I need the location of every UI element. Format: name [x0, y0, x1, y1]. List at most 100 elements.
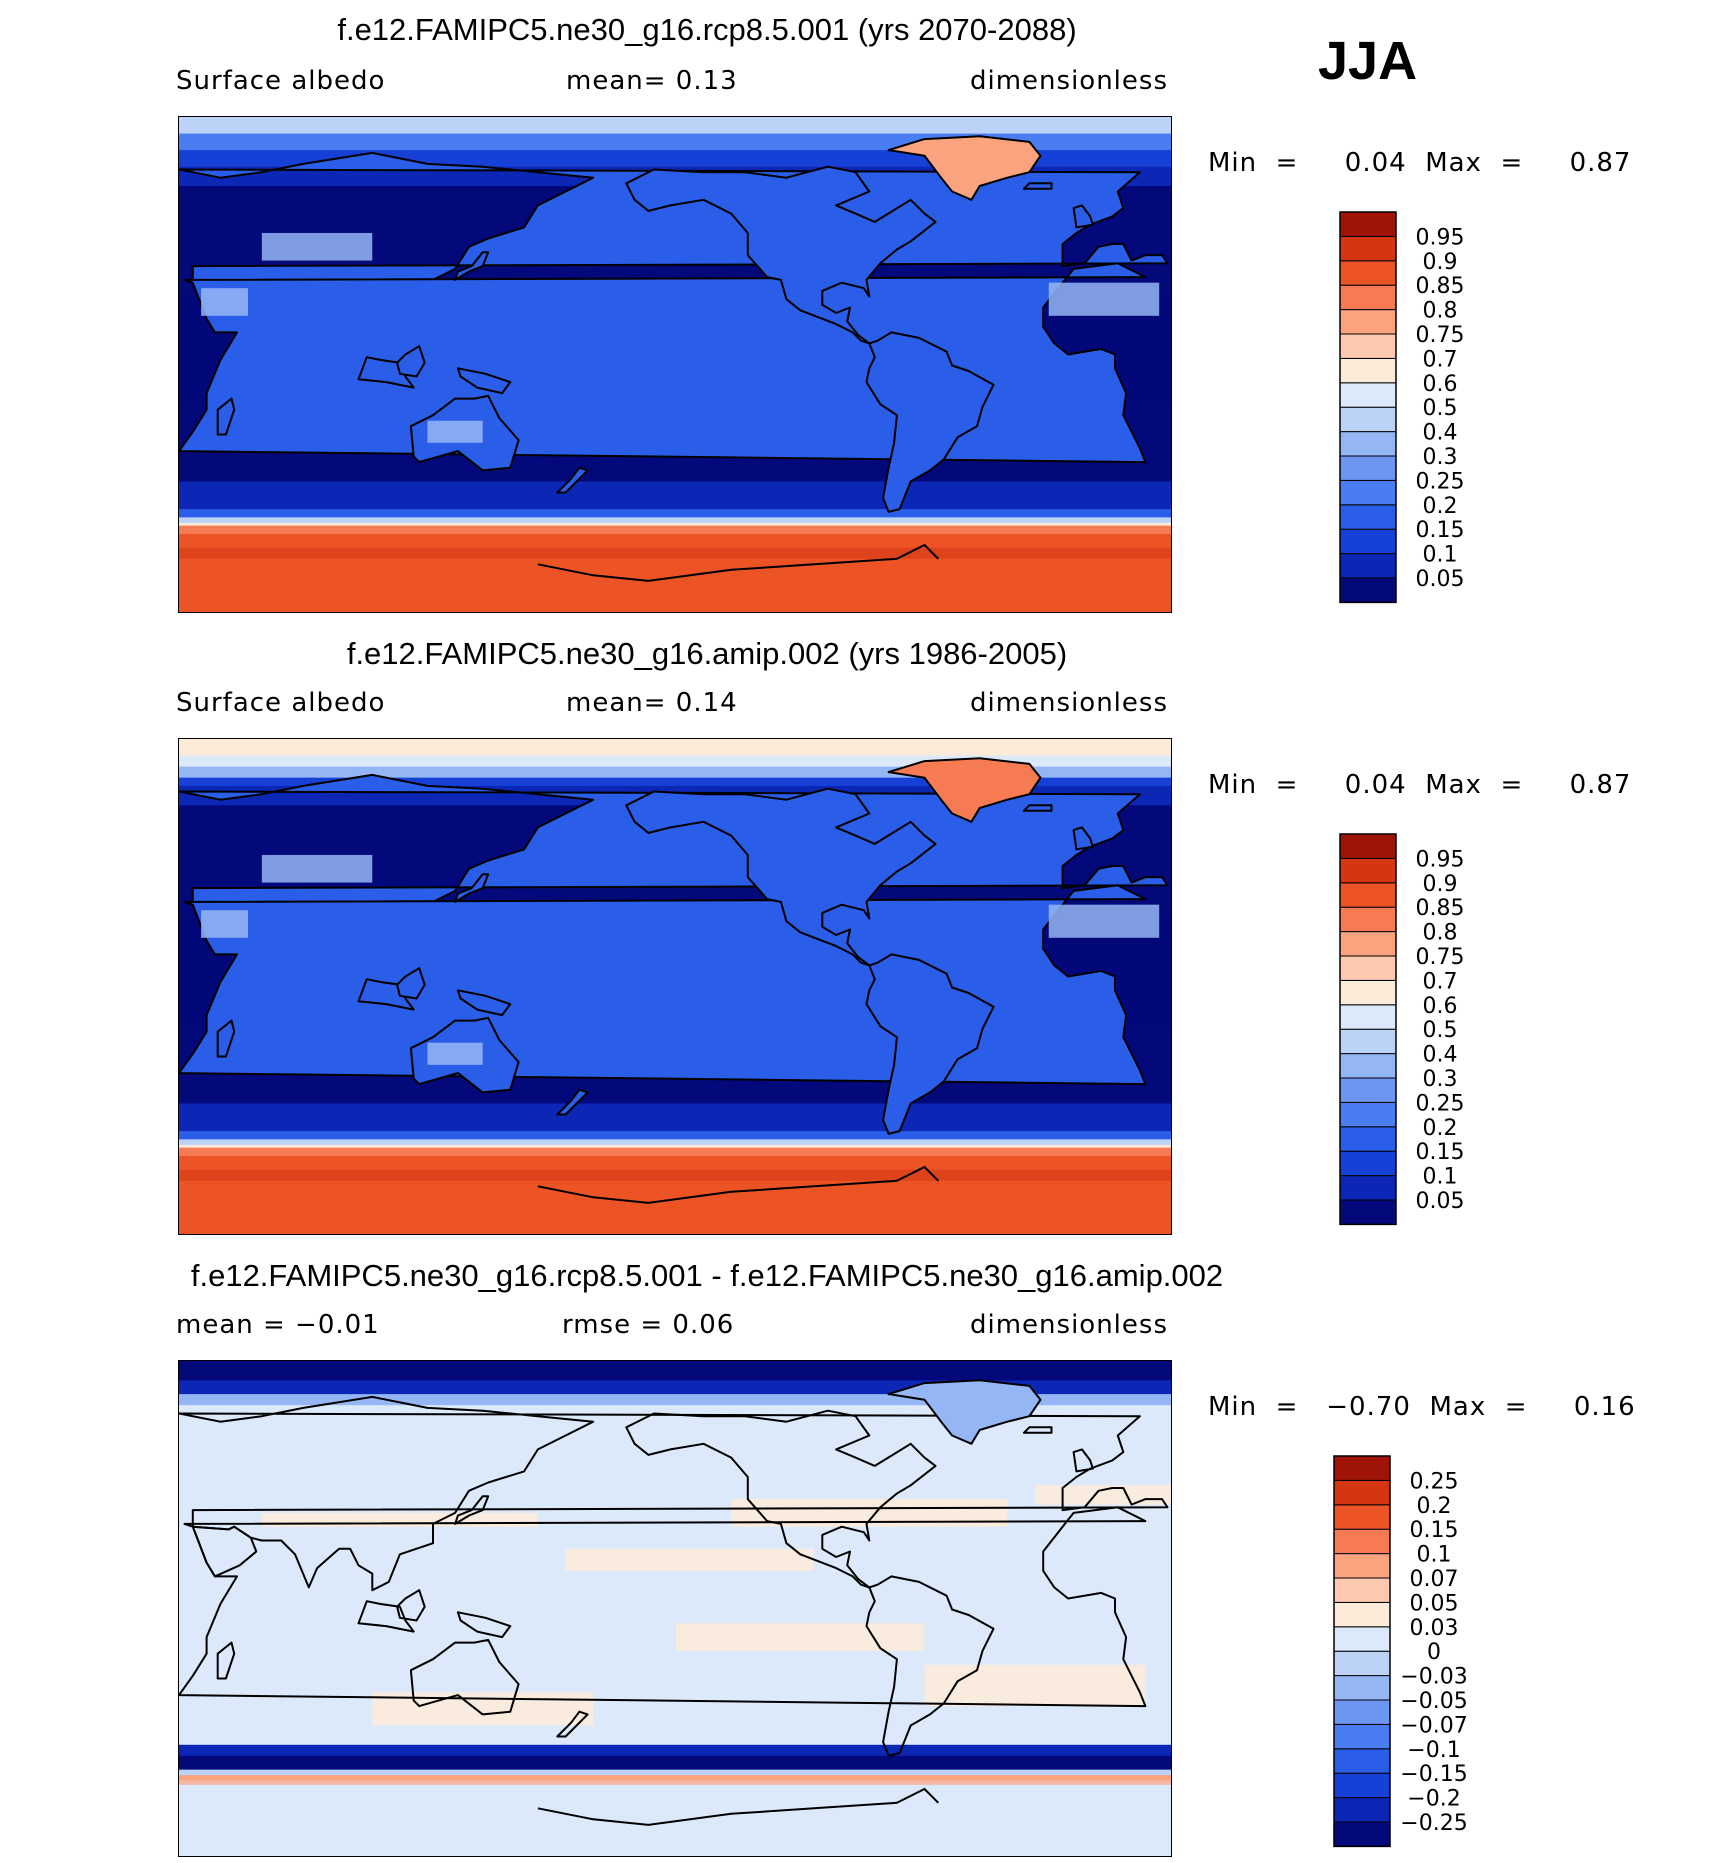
colorbar-swatch	[1339, 906, 1397, 933]
continent-india-sea	[357, 1600, 415, 1633]
panel-1-colorbar: 0.05 0.1 0.15 0.2 0.25 0.3 0.4 0.5 0.6 0.7 0.75 0.8…	[1339, 211, 1540, 607]
colorbar-swatch	[1333, 1528, 1391, 1555]
colorbar-swatch	[1339, 1126, 1397, 1152]
continent-uk	[1072, 1448, 1094, 1473]
continent-borneo	[396, 1589, 426, 1622]
field-band	[179, 1147, 1171, 1157]
colorbar-tick-label: −0.03	[1400, 1665, 1467, 1690]
continent-madagascar	[216, 1019, 236, 1058]
field-band	[179, 739, 1171, 757]
colorbar-swatch	[1339, 1077, 1397, 1103]
colorbar-tick-label: 0.1	[1417, 1543, 1452, 1568]
field-band	[179, 1169, 1171, 1181]
continent-borneo	[396, 345, 426, 378]
panel-3-min-max: Min = −0.70 Max = 0.16	[1208, 1392, 1636, 1422]
colorbar-swatch	[1333, 1675, 1391, 1701]
colorbar-tick-label: 0.1	[1423, 543, 1458, 568]
panel-1-variable: Surface albedo	[176, 66, 386, 96]
colorbar-swatch	[1333, 1504, 1391, 1530]
colorbar-swatch	[1339, 309, 1397, 335]
colorbar-swatch	[1339, 284, 1397, 311]
colorbar-swatch	[1333, 1821, 1391, 1847]
continent-iceland	[1022, 182, 1053, 190]
colorbar-tick-label: 0.15	[1416, 1140, 1465, 1165]
colorbar-swatch	[1333, 1723, 1391, 1750]
anomaly-patch	[676, 1623, 925, 1651]
continent-samerica	[865, 953, 995, 1135]
desert-region	[427, 420, 483, 443]
continent-madagascar	[216, 1641, 236, 1680]
field-band	[179, 1780, 1171, 1856]
continent-greenland	[887, 135, 1042, 201]
panel-2-title: f.e12.FAMIPC5.ne30_g16.amip.002 (yrs 198…	[346, 636, 1068, 671]
colorbar-swatch	[1339, 955, 1397, 981]
continent-uk	[1072, 204, 1094, 229]
colorbar-swatch	[1333, 1553, 1391, 1579]
anomaly-patch	[565, 1548, 815, 1571]
colorbar-tick-label: 0.95	[1416, 847, 1465, 872]
colorbar-swatch	[1333, 1772, 1391, 1799]
field-band	[179, 481, 1171, 510]
continent-nz	[556, 466, 589, 494]
panel-2-map	[178, 738, 1172, 1235]
continent-madagascar	[216, 397, 236, 436]
colorbar-tick-label: 0.4	[1423, 1043, 1458, 1068]
colorbar-swatch	[1339, 528, 1397, 555]
panel-1-min-max: Min = 0.04 Max = 0.87	[1208, 148, 1632, 178]
colorbar-swatch	[1339, 833, 1397, 859]
continent-iceland	[1022, 1426, 1053, 1434]
panel-3-map-svg	[179, 1361, 1171, 1856]
colorbar-swatch	[1339, 857, 1397, 884]
colorbar-tick-label: 0.8	[1423, 299, 1458, 324]
continent-africa	[179, 1506, 1147, 1708]
colorbar-tick-label: 0.1	[1423, 1165, 1458, 1190]
panel-2-min-max: Min = 0.04 Max = 0.87	[1208, 770, 1632, 800]
continent-namerica	[625, 787, 937, 967]
field-band	[179, 766, 1171, 779]
panel-3-colorbar: −0.25 −0.2 −0.15 −0.1 −0.07 −0.05 −0.03 0 0.03 0.…	[1333, 1455, 1534, 1851]
continent-borneo	[396, 967, 426, 1000]
colorbar-tick-label: 0.2	[1417, 1494, 1452, 1519]
colorbar-swatch	[1333, 1577, 1391, 1603]
continent-namerica	[625, 1409, 937, 1589]
panel-3-mean: mean = −0.01	[176, 1310, 380, 1340]
colorbar-tick-label: 0.3	[1423, 1067, 1458, 1092]
continent-iceland	[1022, 804, 1053, 812]
continent-nz	[556, 1710, 589, 1738]
panel-1-mean: mean= 0.13	[566, 66, 738, 96]
colorbar-tick-label: 0.05	[1416, 1189, 1465, 1214]
colorbar-swatch	[1333, 1650, 1391, 1677]
desert-region	[261, 854, 373, 883]
colorbar-swatch	[1339, 1150, 1397, 1177]
anomaly-patch	[924, 1664, 1146, 1707]
field-band	[179, 777, 1171, 787]
colorbar-tick-label: 0.5	[1423, 1018, 1458, 1043]
continent-namerica	[625, 165, 937, 345]
colorbar-tick-label: −0.25	[1400, 1811, 1467, 1836]
field-band	[179, 1775, 1171, 1782]
colorbar-swatch	[1339, 504, 1397, 530]
colorbar-swatch	[1333, 1626, 1391, 1652]
field-band	[179, 522, 1171, 527]
continent-eurasia	[179, 1395, 1169, 1592]
colorbar-swatch	[1339, 979, 1397, 1006]
desert-region	[1048, 904, 1160, 938]
colorbar-tick-label: 0.25	[1416, 469, 1465, 494]
colorbar-tick-label: 0.85	[1416, 274, 1465, 299]
colorbar-tick-label: 0.07	[1410, 1567, 1459, 1592]
field-band	[179, 1744, 1171, 1757]
colorbar-swatch	[1339, 211, 1397, 237]
continent-africa	[179, 262, 1147, 464]
continent-japan	[454, 1495, 490, 1525]
field-band	[179, 117, 1171, 135]
field-band	[179, 533, 1171, 612]
continent-japan	[454, 251, 490, 281]
continent-greenland	[887, 1379, 1042, 1445]
colorbar-tick-label: −0.2	[1407, 1787, 1460, 1812]
colorbar-swatch	[1333, 1797, 1391, 1823]
colorbar-tick-label: −0.15	[1400, 1762, 1467, 1787]
field-band	[179, 1769, 1171, 1776]
colorbar-tick-label: 0.5	[1423, 396, 1458, 421]
colorbar-tick-label: 0.4	[1423, 421, 1458, 446]
colorbar-tick-label: 0.85	[1416, 896, 1465, 921]
